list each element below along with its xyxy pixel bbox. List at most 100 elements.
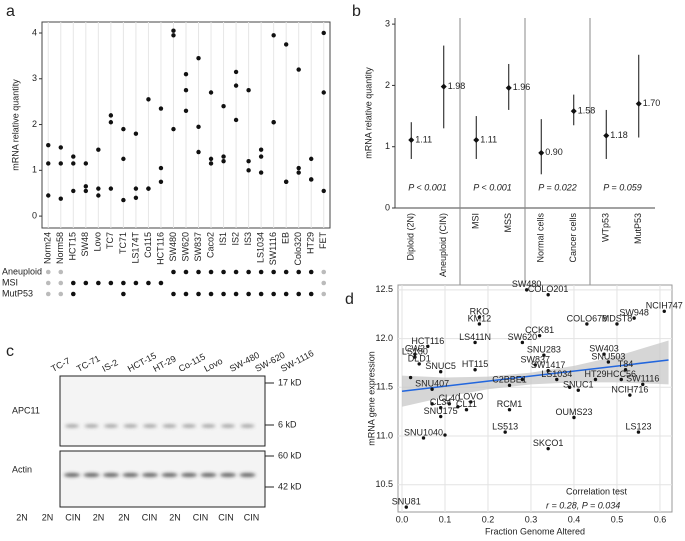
blot-band xyxy=(161,473,178,477)
dot xyxy=(309,156,314,162)
ploidy-label: 2N xyxy=(16,512,28,522)
dot xyxy=(258,170,264,175)
dot xyxy=(258,154,264,159)
panel-label: c xyxy=(6,343,14,360)
annotation-dot xyxy=(158,280,164,286)
value-label: 1.11 xyxy=(415,134,432,144)
dot xyxy=(158,106,164,111)
point-label: OUMS23 xyxy=(555,407,592,417)
dot xyxy=(183,88,189,93)
point-label: COLO201 xyxy=(528,284,569,294)
ploidy-label: CIN xyxy=(65,512,81,522)
point-label: CL34 xyxy=(430,397,452,407)
blot-band xyxy=(65,424,79,428)
annotation-dot xyxy=(321,280,327,286)
blot-band xyxy=(220,473,236,477)
plot-frame xyxy=(397,284,673,513)
x-tick-label: TC71 xyxy=(118,232,128,254)
point xyxy=(623,368,628,372)
point xyxy=(477,315,482,319)
dot xyxy=(221,158,226,164)
dot xyxy=(196,124,201,130)
point-label: SNUC1 xyxy=(563,380,594,390)
dot xyxy=(233,69,239,75)
marker-label: 17 kD xyxy=(278,377,302,387)
point-label: SW948 xyxy=(619,307,649,317)
ploidy-label: 2N xyxy=(42,512,54,522)
point xyxy=(408,375,413,380)
p-value: P < 0.001 xyxy=(473,182,511,192)
annotation-dot xyxy=(283,291,289,297)
point xyxy=(593,377,598,382)
point xyxy=(546,369,550,373)
point xyxy=(632,316,636,320)
dot xyxy=(246,88,251,93)
mean-marker xyxy=(473,136,480,143)
x-tick-label: 0.1 xyxy=(439,514,452,524)
annotation-dot xyxy=(196,291,201,297)
annotation-dot xyxy=(121,291,126,297)
point-label: RKO xyxy=(470,307,490,317)
annotation-dot xyxy=(45,291,51,297)
point-label: DLD1 xyxy=(408,353,431,363)
point xyxy=(447,402,451,406)
annotation-dot xyxy=(208,269,214,275)
x-tick-label: SW480 xyxy=(168,232,178,262)
point xyxy=(662,309,666,314)
x-tick-label: LS1034 xyxy=(256,232,266,263)
point xyxy=(520,377,525,382)
ploidy-label: CIN xyxy=(244,512,260,522)
blot-band xyxy=(181,473,197,477)
point xyxy=(533,363,537,367)
point xyxy=(417,362,421,366)
x-tick-label: HCT15 xyxy=(68,232,78,261)
x-tick-label: Aneuploid (CIN) xyxy=(438,213,448,277)
y-tick-label: 2 xyxy=(385,80,390,90)
annotation-dot xyxy=(196,269,201,275)
point xyxy=(503,430,507,434)
y-tick-label: 12.0 xyxy=(375,333,393,343)
x-tick-label: Diploid (2N) xyxy=(406,213,416,261)
dot xyxy=(296,165,301,171)
ploidy-label: CIN xyxy=(142,512,158,522)
y-tick-label: 0 xyxy=(32,210,37,220)
point-label: MDST8 xyxy=(602,313,633,323)
annotation-dot xyxy=(45,269,51,275)
annotation-dot xyxy=(83,280,89,286)
point xyxy=(438,370,443,374)
x-tick-label: EB xyxy=(281,232,291,244)
mean-marker xyxy=(570,108,577,115)
annotation-dot xyxy=(58,291,64,297)
dot xyxy=(321,188,326,194)
point-label: LS123 xyxy=(625,421,651,431)
annotation-dot xyxy=(321,269,327,275)
point-label: SNU407 xyxy=(415,379,449,389)
y-tick-label: 12.5 xyxy=(375,284,393,294)
point xyxy=(464,408,469,412)
dot xyxy=(133,195,139,200)
dot xyxy=(46,142,51,148)
value-label: 1.58 xyxy=(578,106,596,116)
point-label: HT115 xyxy=(462,359,488,369)
dot xyxy=(296,67,301,72)
point xyxy=(615,322,619,326)
y-tick-label: 2 xyxy=(32,119,37,129)
dot xyxy=(121,156,126,162)
dot xyxy=(146,97,151,102)
annotation-dot xyxy=(308,269,314,275)
ploidy-label: 2N xyxy=(93,512,105,522)
dot xyxy=(96,193,101,198)
blot-band xyxy=(64,473,80,477)
point-label: CL11 xyxy=(456,399,477,409)
x-tick-label: IS3 xyxy=(243,232,253,246)
annotation-row-label: Aneuploid xyxy=(2,266,42,276)
point-label: RCM1 xyxy=(497,399,523,409)
x-tick-label: Lovo xyxy=(93,232,103,252)
x-tick-label: 0.5 xyxy=(611,514,624,524)
dot xyxy=(208,156,214,162)
blot-band xyxy=(240,424,255,428)
y-tick-label: 3 xyxy=(32,73,37,83)
point xyxy=(507,383,512,388)
x-tick-label: SW48 xyxy=(80,232,90,257)
